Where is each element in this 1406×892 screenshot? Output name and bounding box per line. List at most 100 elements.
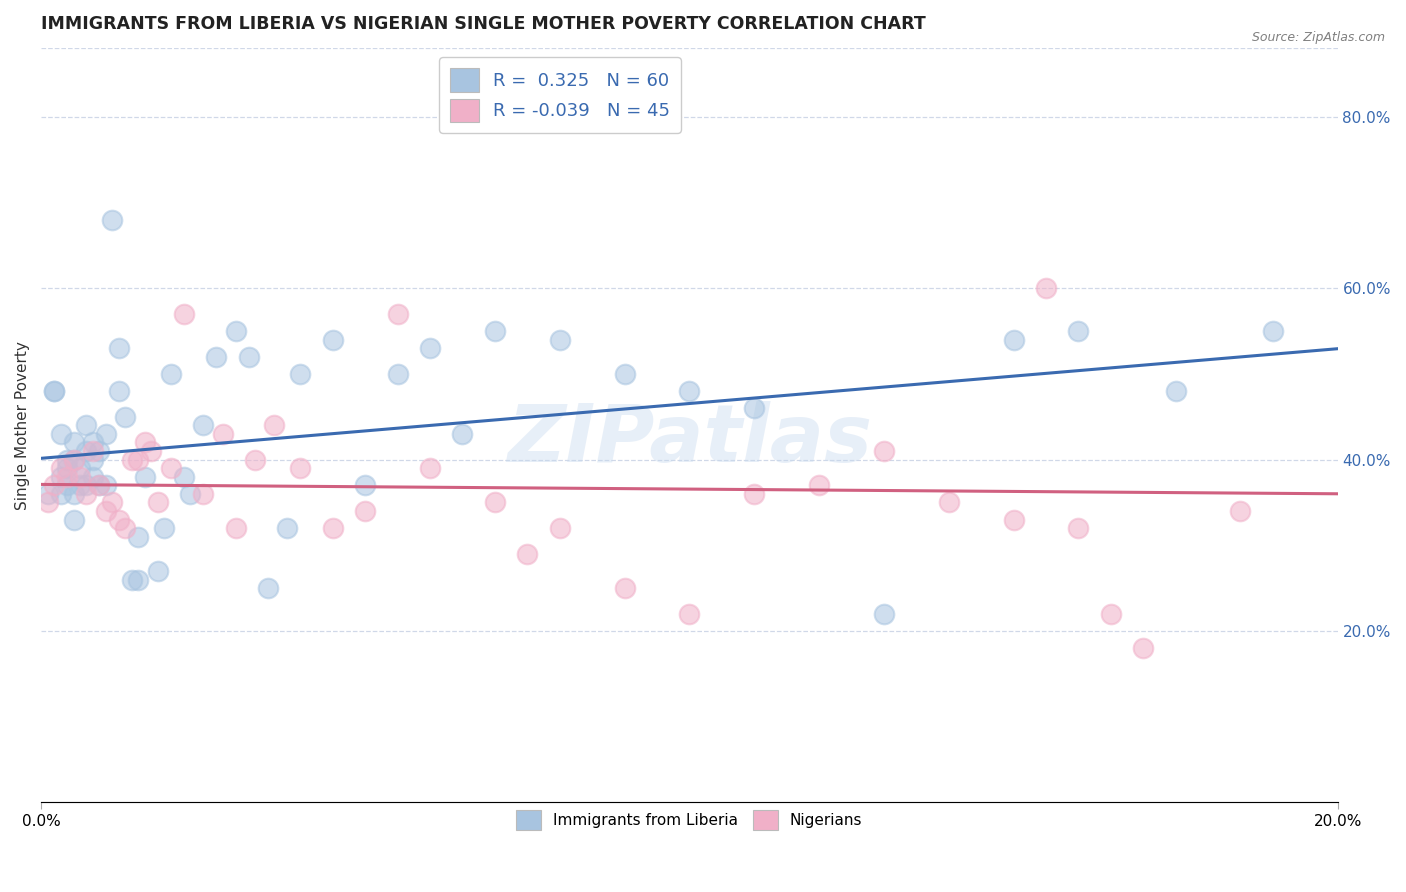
Point [146, 495, 169, 509]
Point [101, 212, 124, 227]
Point [290, 367, 312, 381]
Point [94, 478, 117, 492]
Point [121, 452, 143, 467]
Point [141, 444, 163, 458]
Point [56, 452, 79, 467]
Point [322, 521, 344, 535]
Legend: Immigrants from Liberia, Nigerians: Immigrants from Liberia, Nigerians [510, 805, 869, 836]
Point [76, 418, 98, 433]
Point [243, 452, 266, 467]
Point [613, 581, 636, 595]
Point [76, 487, 98, 501]
Point [354, 478, 377, 492]
Point [49, 469, 72, 483]
Point [62, 435, 84, 450]
Point [1164, 384, 1187, 398]
Point [211, 426, 233, 441]
Point [276, 521, 298, 535]
Point [451, 426, 474, 441]
Point [114, 521, 136, 535]
Point [742, 401, 765, 416]
Point [548, 521, 571, 535]
Point [56, 469, 79, 483]
Point [1002, 333, 1025, 347]
Point [94, 426, 117, 441]
Point [82, 435, 104, 450]
Point [49, 426, 72, 441]
Point [205, 350, 228, 364]
Point [1261, 324, 1284, 338]
Point [69, 461, 91, 475]
Point [94, 504, 117, 518]
Point [108, 384, 131, 398]
Point [108, 341, 131, 355]
Point [678, 607, 700, 621]
Point [322, 333, 344, 347]
Point [742, 487, 765, 501]
Point [290, 461, 312, 475]
Point [56, 478, 79, 492]
Point [101, 495, 124, 509]
Point [257, 581, 280, 595]
Point [82, 452, 104, 467]
Point [173, 469, 195, 483]
Text: IMMIGRANTS FROM LIBERIA VS NIGERIAN SINGLE MOTHER POVERTY CORRELATION CHART: IMMIGRANTS FROM LIBERIA VS NIGERIAN SING… [41, 15, 927, 33]
Point [808, 478, 831, 492]
Point [69, 469, 91, 483]
Point [159, 367, 181, 381]
Text: ZIPatlas: ZIPatlas [508, 401, 872, 479]
Point [387, 307, 409, 321]
Point [127, 452, 149, 467]
Point [62, 452, 84, 467]
Point [37, 495, 59, 509]
Point [42, 384, 65, 398]
Point [42, 384, 65, 398]
Point [127, 573, 149, 587]
Point [873, 444, 896, 458]
Point [1067, 324, 1090, 338]
Point [1035, 281, 1057, 295]
Point [159, 461, 181, 475]
Point [419, 341, 441, 355]
Point [387, 367, 409, 381]
Point [37, 487, 59, 501]
Point [1067, 521, 1090, 535]
Point [938, 495, 960, 509]
Point [354, 504, 377, 518]
Point [56, 461, 79, 475]
Point [127, 530, 149, 544]
Point [134, 435, 156, 450]
Point [49, 461, 72, 475]
Point [153, 521, 176, 535]
Point [62, 452, 84, 467]
Point [82, 469, 104, 483]
Point [678, 384, 700, 398]
Point [193, 418, 215, 433]
Point [1229, 504, 1251, 518]
Point [516, 547, 538, 561]
Point [89, 478, 111, 492]
Point [134, 469, 156, 483]
Point [238, 350, 260, 364]
Point [121, 573, 143, 587]
Point [76, 478, 98, 492]
Point [548, 333, 571, 347]
Point [419, 461, 441, 475]
Text: Source: ZipAtlas.com: Source: ZipAtlas.com [1251, 31, 1385, 45]
Point [82, 444, 104, 458]
Point [225, 521, 247, 535]
Point [263, 418, 285, 433]
Point [173, 307, 195, 321]
Point [484, 495, 506, 509]
Point [89, 478, 111, 492]
Point [613, 367, 636, 381]
Point [1132, 641, 1154, 656]
Point [49, 487, 72, 501]
Point [179, 487, 201, 501]
Point [873, 607, 896, 621]
Y-axis label: Single Mother Poverty: Single Mother Poverty [15, 341, 30, 510]
Point [42, 478, 65, 492]
Point [62, 487, 84, 501]
Point [62, 512, 84, 526]
Point [108, 512, 131, 526]
